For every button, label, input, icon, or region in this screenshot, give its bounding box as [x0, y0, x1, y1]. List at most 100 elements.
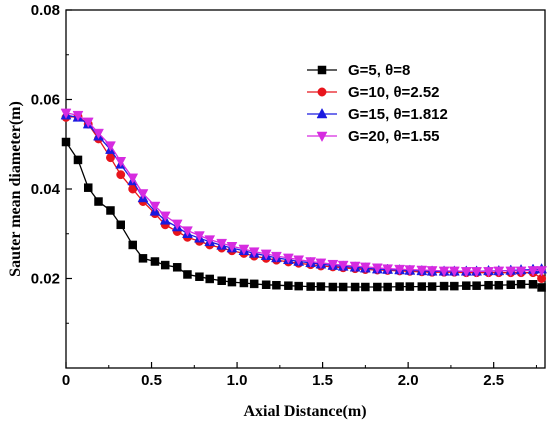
data-point: [83, 183, 93, 192]
data-point: [371, 263, 383, 274]
y-axis-title: Sauter mean diameter(m): [7, 101, 24, 277]
x-tick-label: 2.5: [483, 372, 504, 389]
data-point: [73, 155, 83, 165]
data-point: [260, 249, 272, 260]
data-point: [373, 282, 382, 292]
legend: G=5, θ=8 G=10, θ=2.52 G=15, θ=1.812 G=20, θ…: [307, 62, 448, 145]
data-point: [106, 206, 115, 215]
y-axis: 0.02 0.04 0.06 0.08: [31, 2, 72, 324]
data-point: [183, 270, 192, 279]
data-point: [439, 281, 449, 291]
data-point: [528, 280, 538, 289]
data-point: [448, 266, 460, 277]
series-line: [65, 112, 542, 272]
data-point: [483, 267, 494, 278]
data-point: [93, 128, 104, 140]
legend-item: G=20, θ=1.55: [307, 128, 440, 145]
data-point: [536, 266, 547, 277]
data-point: [105, 141, 116, 152]
data-point: [493, 266, 505, 277]
legend-item: G=5, θ=8: [307, 62, 410, 79]
data-point: [350, 282, 360, 292]
x-axis: 0 0.5 1.0 1.5 2.0 2.5: [62, 362, 537, 389]
data-point: [128, 240, 137, 250]
data-point: [72, 110, 84, 122]
data-point: [337, 260, 349, 272]
data-point: [315, 258, 327, 269]
data-point: [116, 170, 126, 180]
data-point: [205, 274, 214, 284]
data-point: [238, 244, 250, 256]
legend-item: G=10, θ=2.52: [307, 84, 440, 101]
data-point: [149, 201, 161, 213]
data-point: [216, 238, 228, 250]
legend-marker: [317, 65, 327, 75]
data-point: [462, 281, 471, 290]
data-point: [249, 279, 259, 289]
data-point: [394, 264, 406, 276]
data-point: [159, 211, 171, 222]
data-point: [82, 117, 94, 128]
data-point: [239, 278, 249, 288]
data-point: [194, 231, 205, 242]
data-point: [160, 260, 170, 270]
series-4: [60, 108, 547, 278]
data-point: [316, 282, 326, 291]
data-point: [204, 235, 216, 246]
legend-item: G=15, θ=1.812: [307, 106, 448, 123]
data-point: [293, 255, 305, 266]
data-point: [516, 280, 526, 289]
x-tick-label: 1.5: [312, 372, 333, 389]
y-tick-label: 0.02: [31, 271, 60, 288]
data-point: [271, 251, 282, 263]
data-point: [427, 282, 437, 291]
legend-marker: [317, 87, 327, 97]
data-point: [195, 272, 204, 281]
data-point: [305, 257, 317, 268]
x-tick-label: 2.0: [398, 372, 419, 389]
data-point: [506, 280, 516, 290]
data-point: [60, 108, 72, 119]
data-point: [537, 283, 546, 292]
legend-label: G=10, θ=2.52: [348, 84, 440, 101]
legend-marker: [316, 131, 328, 143]
data-point: [137, 189, 149, 200]
series-layer: [60, 108, 547, 292]
data-point: [272, 280, 281, 290]
data-point: [294, 281, 303, 291]
data-point: [248, 247, 260, 258]
series-line: [65, 114, 542, 272]
y-tick-label: 0.04: [31, 181, 61, 198]
data-point: [460, 267, 472, 278]
x-axis-title: Axial Distance(m): [243, 403, 366, 420]
data-point: [127, 173, 139, 184]
legend-label: G=15, θ=1.812: [348, 106, 448, 123]
data-point: [172, 263, 182, 272]
data-point: [327, 259, 339, 271]
series-1: [61, 137, 546, 292]
data-point: [405, 282, 415, 291]
data-point: [426, 266, 438, 277]
data-point: [417, 282, 427, 291]
data-point: [338, 282, 348, 292]
data-point: [171, 219, 183, 230]
data-point: [515, 266, 527, 277]
data-point: [382, 264, 394, 275]
data-point: [450, 281, 459, 291]
data-point: [505, 266, 517, 277]
data-point: [404, 265, 416, 276]
data-point: [383, 282, 392, 292]
x-tick-label: 0.5: [141, 372, 162, 389]
x-tick-label: 0: [62, 372, 70, 389]
data-point: [328, 282, 338, 292]
y-tick-label: 0.06: [31, 92, 60, 109]
data-point: [227, 277, 237, 287]
legend-label: G=5, θ=8: [348, 62, 410, 79]
data-point: [261, 280, 271, 290]
legend-label: G=20, θ=1.55: [348, 128, 440, 145]
y-tick-label: 0.08: [31, 2, 60, 19]
legend-marker: [316, 107, 328, 119]
data-point: [471, 267, 482, 278]
data-point: [416, 265, 428, 277]
